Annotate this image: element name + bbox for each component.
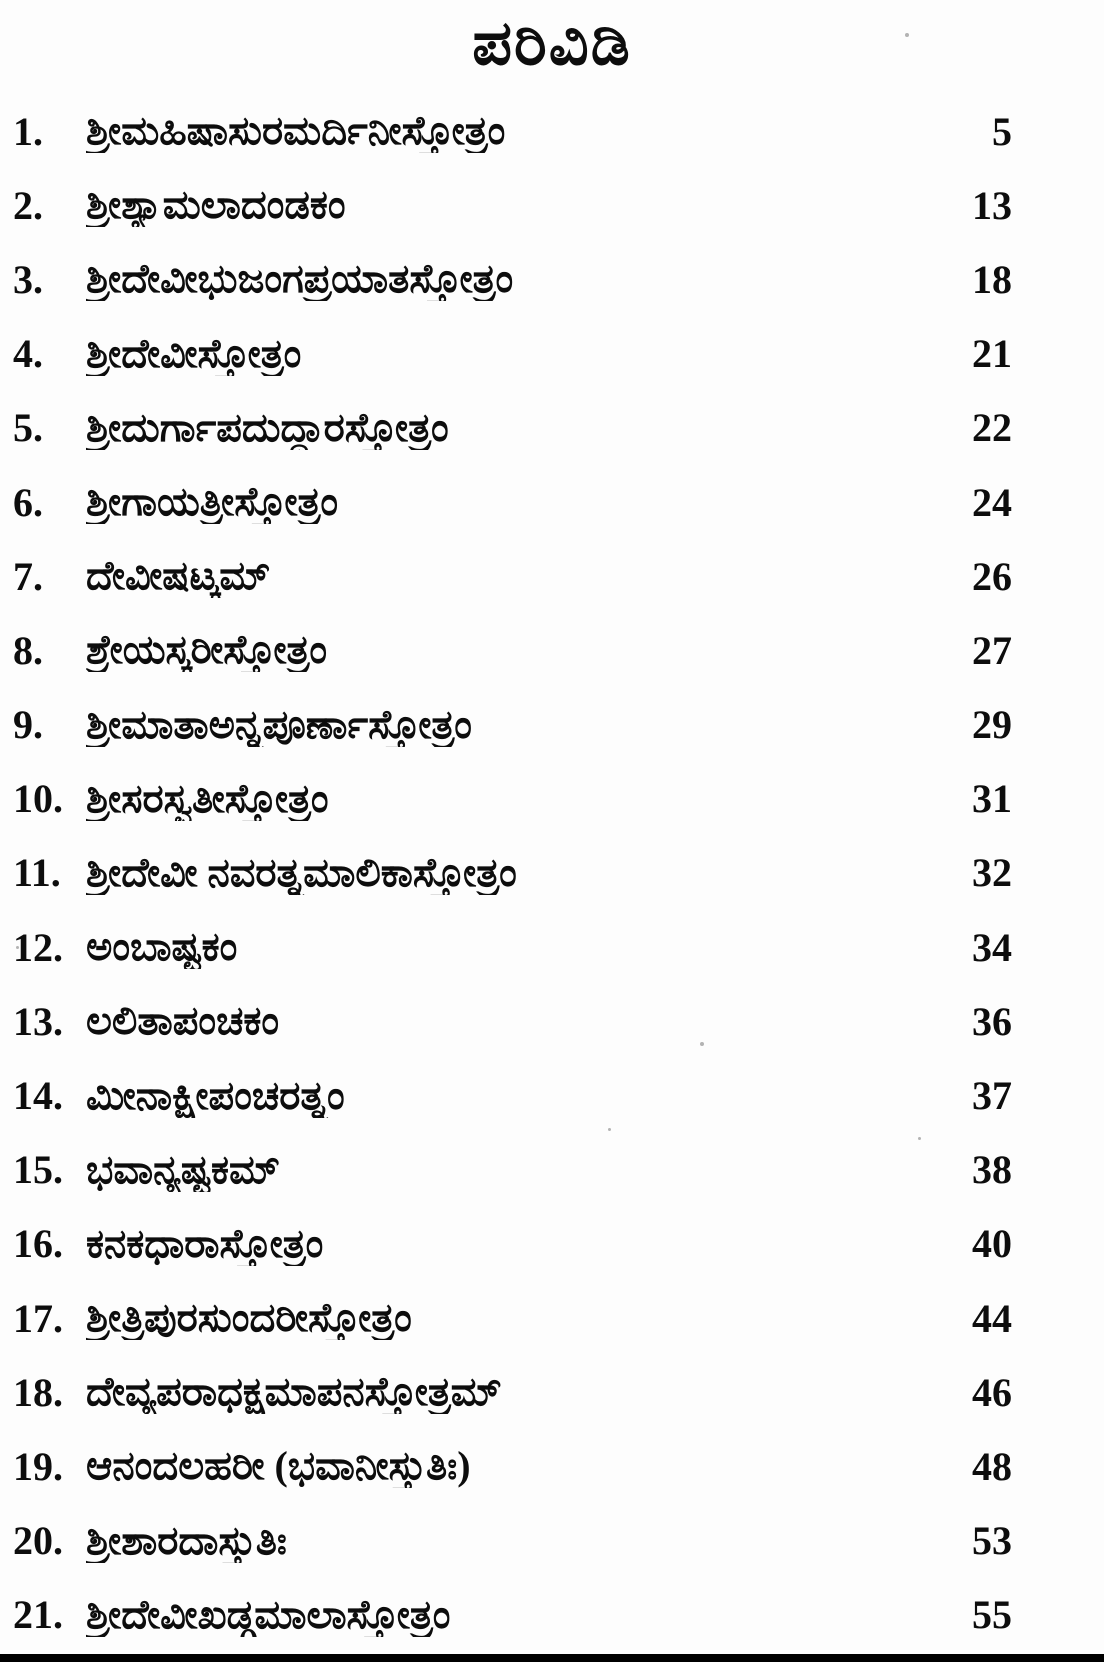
entry-number: 1. (13, 108, 43, 154)
entry-number: 3. (13, 256, 43, 302)
entry-number: 2. (13, 182, 43, 228)
entry-number: 21. (13, 1592, 63, 1638)
entry-page-number: 26 (972, 553, 1012, 599)
entry-page-number: 46 (972, 1369, 1012, 1415)
page-title: ಪರಿವಿಡಿ (472, 10, 632, 78)
entry-page-number: 29 (972, 702, 1012, 748)
entry-page-number: 18 (972, 256, 1012, 302)
entry-title: ಶ್ರೀಗಾಯತ್ರೀಸ್ತೋತ್ರಂ (86, 480, 339, 525)
toc-row: 12. ಅಂಬಾಷ್ಟಕಂ 34 (0, 910, 1104, 984)
entry-number: 9. (13, 702, 43, 748)
entry-page-number: 53 (972, 1518, 1012, 1564)
entry-page-number: 36 (972, 998, 1012, 1044)
entry-page-number: 31 (972, 776, 1012, 822)
entry-page-number: 44 (972, 1295, 1012, 1341)
toc-row: 15. ಭವಾನ್ಯಷ್ಟಕಮ್ 38 (0, 1133, 1104, 1207)
toc-row: 21. ಶ್ರೀದೇವೀಖಡ್ಗಮಾಲಾಸ್ತೋತ್ರಂ 55 (0, 1578, 1104, 1652)
scan-speck (608, 1128, 611, 1131)
toc-row: 2. ಶ್ರೀಶ್ಯಾಮಲಾದಂಡಕಂ 13 (0, 168, 1104, 242)
entry-title: ಕನಕಧಾರಾಸ್ತೋತ್ರಂ (86, 1221, 324, 1266)
entry-page-number: 5 (992, 108, 1012, 154)
entry-number: 5. (13, 405, 43, 451)
entry-title: ಶ್ರೀಮಾತಾಅನ್ನಪೂರ್ಣಾಸ್ತೋತ್ರಂ (86, 702, 472, 747)
toc-row: 5. ಶ್ರೀದುರ್ಗಾಪದುದ್ಧಾರಸ್ತೋತ್ರಂ 22 (0, 391, 1104, 465)
entry-number: 7. (13, 553, 43, 599)
entry-number: 15. (13, 1147, 63, 1193)
entry-number: 13. (13, 998, 63, 1044)
entry-number: 8. (13, 627, 43, 673)
entry-title: ಶ್ರೀದೇವೀಖಡ್ಗಮಾಲಾಸ್ತೋತ್ರಂ (86, 1592, 451, 1637)
entry-title: ದೇವ್ಯಪರಾಧಕ್ಷಮಾಪನಸ್ತೋತ್ರಮ್ (86, 1370, 502, 1415)
entry-number: 11. (13, 850, 61, 896)
scan-speck (16, 946, 19, 949)
entry-number: 19. (13, 1443, 63, 1489)
scan-edge-bar (0, 1654, 1104, 1662)
entry-title: ದೇವೀಷಟ್ಕಮ್ (86, 554, 271, 599)
entry-title: ಶ್ರೀಮಹಿಷಾಸುರಮರ್ದಿನೀಸ್ತೋತ್ರಂ (86, 109, 506, 154)
entry-number: 20. (13, 1518, 63, 1564)
entry-title: ಶ್ರೀದೇವೀಭುಜಂಗಪ್ರಯಾತಸ್ತೋತ್ರಂ (86, 257, 514, 302)
entry-page-number: 38 (972, 1147, 1012, 1193)
entry-number: 6. (13, 479, 43, 525)
toc-row: 20. ಶ್ರೀಶಾರದಾಸ್ತುತಿಃ 53 (0, 1504, 1104, 1578)
toc-row: 11. ಶ್ರೀದೇವೀ ನವರತ್ನಮಾಲಿಕಾಸ್ತೋತ್ರಂ 32 (0, 836, 1104, 910)
entry-title: ಭವಾನ್ಯಷ್ಟಕಮ್ (86, 1147, 280, 1192)
entry-title: ಮೀನಾಕ್ಷೀಪಂಚರತ್ನಂ (86, 1073, 345, 1118)
entry-title: ಶ್ರೀದೇವೀ ನವರತ್ನಮಾಲಿಕಾಸ್ತೋತ್ರಂ (86, 850, 517, 895)
entry-number: 4. (13, 331, 43, 377)
entry-title: ಅಂಬಾಷ್ಟಕಂ (86, 925, 238, 970)
entry-number: 18. (13, 1369, 63, 1415)
entry-page-number: 21 (972, 331, 1012, 377)
toc-row: 14. ಮೀನಾಕ್ಷೀಪಂಚರತ್ನಂ 37 (0, 1058, 1104, 1132)
entry-page-number: 48 (972, 1443, 1012, 1489)
entry-title: ಆನಂದಲಹರೀ (ಭವಾನೀಸ್ತುತಿಃ) (86, 1444, 471, 1489)
scan-speck (700, 1042, 704, 1046)
toc-row: 6. ಶ್ರೀಗಾಯತ್ರೀಸ್ತೋತ್ರಂ 24 (0, 465, 1104, 539)
entry-title: ಶ್ರೀಶ್ಯಾಮಲಾದಂಡಕಂ (86, 183, 346, 228)
toc-row: 3. ಶ್ರೀದೇವೀಭುಜಂಗಪ್ರಯಾತಸ್ತೋತ್ರಂ 18 (0, 242, 1104, 316)
entry-title: ಶ್ರೇಯಸ್ಕರೀಸ್ತೋತ್ರಂ (86, 628, 328, 673)
entry-number: 14. (13, 1073, 63, 1119)
entry-page-number: 13 (972, 182, 1012, 228)
entry-title: ಲಲಿತಾಪಂಚಕಂ (86, 999, 280, 1044)
entry-number: 16. (13, 1221, 63, 1267)
toc-row: 7. ದೇವೀಷಟ್ಕಮ್ 26 (0, 539, 1104, 613)
entry-number: 17. (13, 1295, 63, 1341)
toc-row: 19. ಆನಂದಲಹರೀ (ಭವಾನೀಸ್ತುತಿಃ) 48 (0, 1429, 1104, 1503)
entry-page-number: 37 (972, 1073, 1012, 1119)
entry-title: ಶ್ರೀಸರಸ್ವತೀಸ್ತೋತ್ರಂ (86, 776, 329, 821)
scan-speck (905, 33, 909, 37)
toc-row: 9. ಶ್ರೀಮಾತಾಅನ್ನಪೂರ್ಣಾಸ್ತೋತ್ರಂ 29 (0, 688, 1104, 762)
toc-list: 1. ಶ್ರೀಮಹಿಷಾಸುರಮರ್ದಿನೀಸ್ತೋತ್ರಂ 5 2. ಶ್ರೀ… (0, 94, 1104, 1652)
entry-page-number: 32 (972, 850, 1012, 896)
toc-row: 18. ದೇವ್ಯಪರಾಧಕ್ಷಮಾಪನಸ್ತೋತ್ರಮ್ 46 (0, 1355, 1104, 1429)
toc-row: 10. ಶ್ರೀಸರಸ್ವತೀಸ್ತೋತ್ರಂ 31 (0, 762, 1104, 836)
toc-row: 1. ಶ್ರೀಮಹಿಷಾಸುರಮರ್ದಿನೀಸ್ತೋತ್ರಂ 5 (0, 94, 1104, 168)
entry-title: ಶ್ರೀತ್ರಿಪುರಸುಂದರೀಸ್ತೋತ್ರಂ (86, 1296, 412, 1341)
toc-row: 16. ಕನಕಧಾರಾಸ್ತೋತ್ರಂ 40 (0, 1207, 1104, 1281)
entry-page-number: 55 (972, 1592, 1012, 1638)
entry-page-number: 40 (972, 1221, 1012, 1267)
toc-row: 13. ಲಲಿತಾಪಂಚಕಂ 36 (0, 984, 1104, 1058)
entry-title: ಶ್ರೀಶಾರದಾಸ್ತುತಿಃ (86, 1518, 287, 1563)
entry-number: 12. (13, 924, 63, 970)
entry-title: ಶ್ರೀದೇವೀಸ್ತೋತ್ರಂ (86, 331, 302, 376)
toc-row: 8. ಶ್ರೇಯಸ್ಕರೀಸ್ತೋತ್ರಂ 27 (0, 613, 1104, 687)
entry-page-number: 24 (972, 479, 1012, 525)
entry-page-number: 34 (972, 924, 1012, 970)
toc-row: 17. ಶ್ರೀತ್ರಿಪುರಸುಂದರೀಸ್ತೋತ್ರಂ 44 (0, 1281, 1104, 1355)
entry-page-number: 22 (972, 405, 1012, 451)
entry-page-number: 27 (972, 627, 1012, 673)
entry-title: ಶ್ರೀದುರ್ಗಾಪದುದ್ಧಾರಸ್ತೋತ್ರಂ (86, 405, 449, 450)
toc-row: 4. ಶ್ರೀದೇವೀಸ್ತೋತ್ರಂ 21 (0, 317, 1104, 391)
scan-speck (918, 1137, 921, 1140)
entry-number: 10. (13, 776, 63, 822)
